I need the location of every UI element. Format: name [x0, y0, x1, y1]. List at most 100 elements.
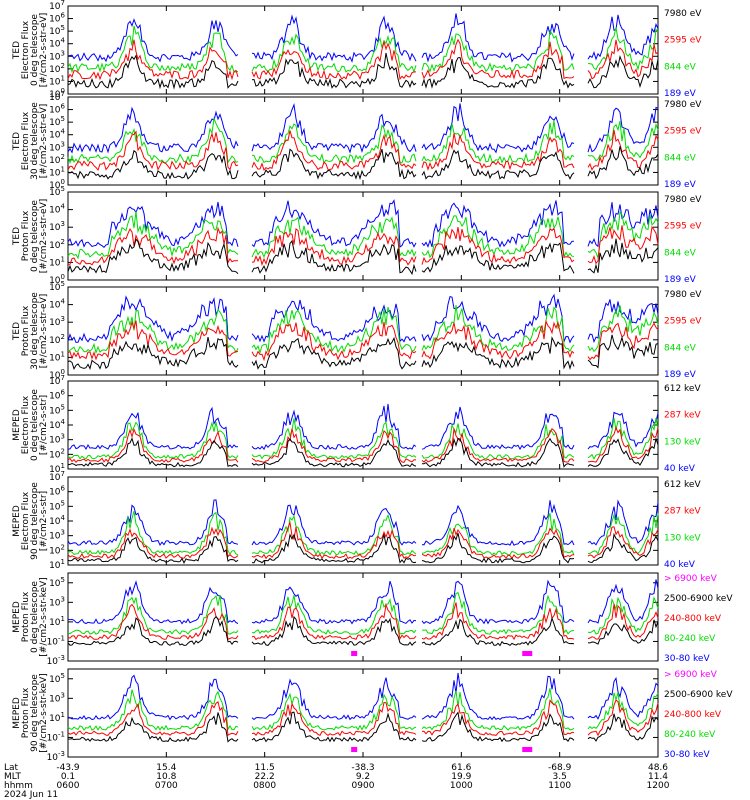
y-tick-label: 107 — [49, 90, 65, 103]
footer-tick-lat: -38.3 — [351, 763, 374, 773]
footer-tick-lat: -68.9 — [548, 763, 572, 773]
y-tick-label: 104 — [49, 514, 65, 527]
legend-entry: 7980 eV — [664, 195, 702, 205]
series-trace-blue — [67, 579, 659, 625]
footer-date: 2024 Jun 11 — [4, 790, 58, 800]
footer-row-label-time: hhmm — [4, 781, 33, 791]
legend-entry: 2595 eV — [664, 222, 702, 232]
y-axis-label-line: 30 deg telescope — [30, 292, 40, 370]
y-axis-label-line: 90 deg telescope — [30, 674, 40, 752]
y-tick-label: 101 — [49, 711, 65, 724]
footer-tick-mlt: 0.1 — [61, 772, 75, 782]
y-axis-label-line: Proton Flux — [21, 305, 31, 356]
panel-frame — [67, 96, 659, 186]
y-tick-label: 106 — [49, 389, 65, 402]
footer-tick-lat: -43.9 — [56, 763, 80, 773]
series-trace-green — [67, 25, 659, 74]
series-trace-black — [67, 532, 659, 564]
y-tick-label: 101 — [49, 558, 65, 571]
y-tick-label: 10-1 — [47, 730, 65, 743]
series-trace-green — [67, 417, 659, 460]
series-trace-blue — [67, 293, 659, 344]
series-trace-black — [67, 436, 659, 468]
footer-tick-time: 1000 — [450, 781, 473, 791]
y-tick-label: 101 — [49, 462, 65, 475]
legend-entry: 30-80 keV — [664, 750, 710, 760]
legend-entry: 612 keV — [664, 480, 701, 490]
y-tick-label: 105 — [49, 280, 65, 293]
y-axis-label-line: MEPED — [12, 409, 22, 441]
y-tick-label: 104 — [49, 128, 65, 141]
legend-entry: 2595 eV — [664, 36, 702, 46]
footer-tick-mlt: 9.2 — [356, 772, 370, 782]
y-axis-label-line: 30 deg telescope — [30, 102, 40, 180]
legend-entry: 130 keV — [664, 533, 701, 543]
y-tick-label: 103 — [49, 529, 65, 542]
series-trace-blue — [67, 672, 659, 721]
y-axis-label-line: [#/cm2-s-str] — [39, 395, 49, 455]
y-tick-label: 105 — [49, 403, 65, 416]
y-axis-label-line: [#/cm2-s-str-keV] — [39, 673, 49, 752]
y-axis-label-line: TED — [12, 227, 22, 246]
legend-entry: 80-240 keV — [664, 730, 716, 740]
footer-tick-mlt: 11.4 — [648, 772, 668, 782]
legend-entry: 189 eV — [664, 370, 697, 380]
y-axis-label-line: Electron Flux — [21, 111, 31, 170]
y-tick-label: 107 — [49, 0, 65, 12]
y-tick-label: 105 — [49, 24, 65, 37]
y-axis-label-line: [#/cm2-s-str-eV] — [39, 199, 49, 274]
panel-7: 10-3 10-1 101 103 105 MEPED Proton Flux 0 deg t… — [12, 572, 733, 667]
y-axis-label-line: [#/cm2-s-str-eV] — [39, 294, 49, 369]
legend-entry: 40 keV — [664, 464, 696, 474]
footer-tick-time: 1200 — [647, 781, 670, 791]
y-tick-label: 106 — [49, 485, 65, 498]
legend-entry: 30-80 keV — [664, 654, 710, 664]
legend-entry: 287 keV — [664, 411, 701, 421]
y-tick-label: 105 — [49, 672, 65, 685]
legend-entry: 2595 eV — [664, 317, 702, 327]
y-tick-label: 107 — [49, 374, 65, 387]
series-trace-green — [67, 592, 659, 635]
y-axis-label-line: Proton Flux — [21, 591, 31, 642]
y-axis-label-line: Electron Flux — [21, 20, 31, 79]
series-trace-blue — [67, 499, 659, 546]
y-tick-label: 105 — [49, 499, 65, 512]
footer-tick-lat: 48.6 — [648, 763, 668, 773]
series-trace-blue — [67, 13, 659, 63]
y-tick-label: 102 — [49, 543, 65, 556]
panel-frame — [67, 668, 659, 758]
y-axis-label-line: Electron Flux — [21, 491, 31, 550]
legend-entry: 240-800 keV — [664, 614, 722, 624]
series-trace-blue — [67, 403, 659, 451]
y-tick-label: 101 — [49, 255, 65, 268]
y-tick-label: 102 — [49, 238, 65, 251]
y-axis-label-line: [#/cm2-s-str] — [39, 491, 49, 551]
y-tick-label: 105 — [49, 115, 65, 128]
legend-entry: 189 eV — [664, 89, 697, 99]
legend-entry: 7980 eV — [664, 100, 702, 110]
y-tick-label: 101 — [49, 350, 65, 363]
y-axis-label-line: [#/cm2-s-str-eV] — [39, 13, 49, 88]
y-axis-label-line: 0 deg telescope — [30, 389, 40, 461]
series-trace-red — [67, 38, 659, 81]
series-trace-blue — [67, 103, 659, 154]
y-tick-label: 100 — [49, 87, 65, 100]
y-tick-label: 10-3 — [47, 654, 65, 667]
y-axis-label-line: [#/cm2-s-str-keV] — [39, 577, 49, 656]
footer-tick-time: 0900 — [352, 781, 375, 791]
y-tick-label: 103 — [49, 595, 65, 608]
series-trace-black — [67, 238, 659, 276]
footer-row-label-mlt: MLT — [4, 772, 22, 782]
panel-frame — [67, 572, 659, 662]
legend-entry: 287 keV — [664, 507, 701, 517]
y-tick-label: 103 — [49, 433, 65, 446]
series-trace-black — [67, 334, 659, 371]
y-tick-label: 103 — [49, 140, 65, 153]
legend-entry: 2500-6900 keV — [664, 690, 733, 700]
